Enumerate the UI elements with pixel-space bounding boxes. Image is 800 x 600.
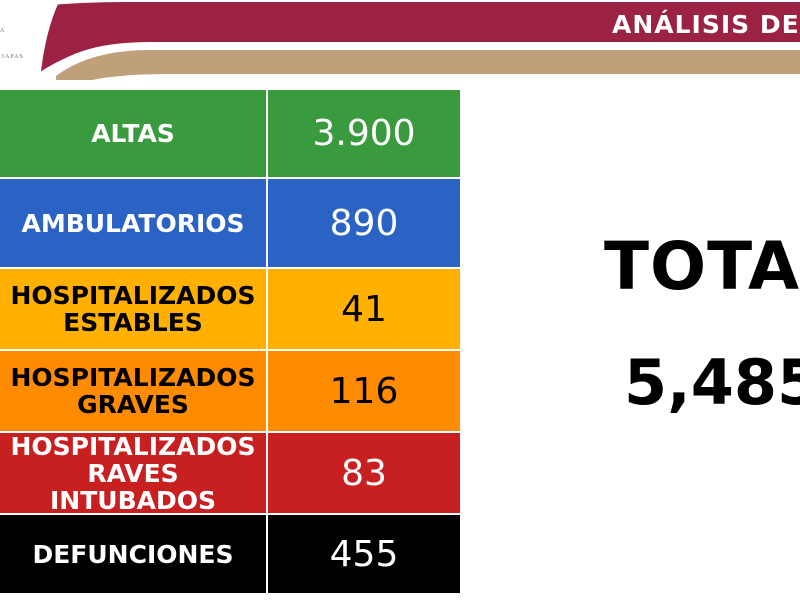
row-label: ALTAS [0, 90, 268, 177]
table-row-defunciones: DEFUNCIONES 455 [0, 515, 460, 593]
logo-text-top: A [0, 28, 5, 34]
header-stripes [0, 0, 800, 80]
row-value: 890 [329, 202, 399, 244]
row-value: 455 [329, 533, 399, 575]
stats-table: ALTAS 3.900 AMBULATORIOS 890 HOSPITALIZA… [0, 90, 460, 593]
logo-text-bottom: IAPAS [2, 54, 24, 60]
row-value: 41 [341, 288, 387, 330]
row-value: 3.900 [312, 113, 416, 154]
total-value: 5,485 [624, 346, 800, 419]
row-label: HOSPITALIZADOS GRAVES [0, 351, 268, 431]
row-value: 116 [329, 370, 399, 412]
table-row-hospitalizados-graves: HOSPITALIZADOS GRAVES 116 [0, 351, 460, 433]
row-label: HOSPITALIZADOS RAVES INTUBADOS [0, 433, 268, 513]
table-row-altas: ALTAS 3.900 [0, 90, 460, 179]
header-banner: A IAPAS ANÁLISIS DE [0, 0, 800, 80]
table-row-graves-intubados: HOSPITALIZADOS RAVES INTUBADOS 83 [0, 433, 460, 515]
row-label: DEFUNCIONES [0, 515, 268, 593]
gold-band [56, 50, 800, 80]
row-label: HOSPITALIZADOS ESTABLES [0, 269, 268, 349]
table-row-ambulatorios: AMBULATORIOS 890 [0, 179, 460, 269]
total-label: TOTA [604, 228, 800, 305]
header-title: ANÁLISIS DE [612, 10, 800, 39]
row-label: AMBULATORIOS [0, 179, 268, 267]
table-row-hospitalizados-estables: HOSPITALIZADOS ESTABLES 41 [0, 269, 460, 351]
maroon-band [40, 2, 800, 72]
row-value: 83 [341, 452, 387, 494]
